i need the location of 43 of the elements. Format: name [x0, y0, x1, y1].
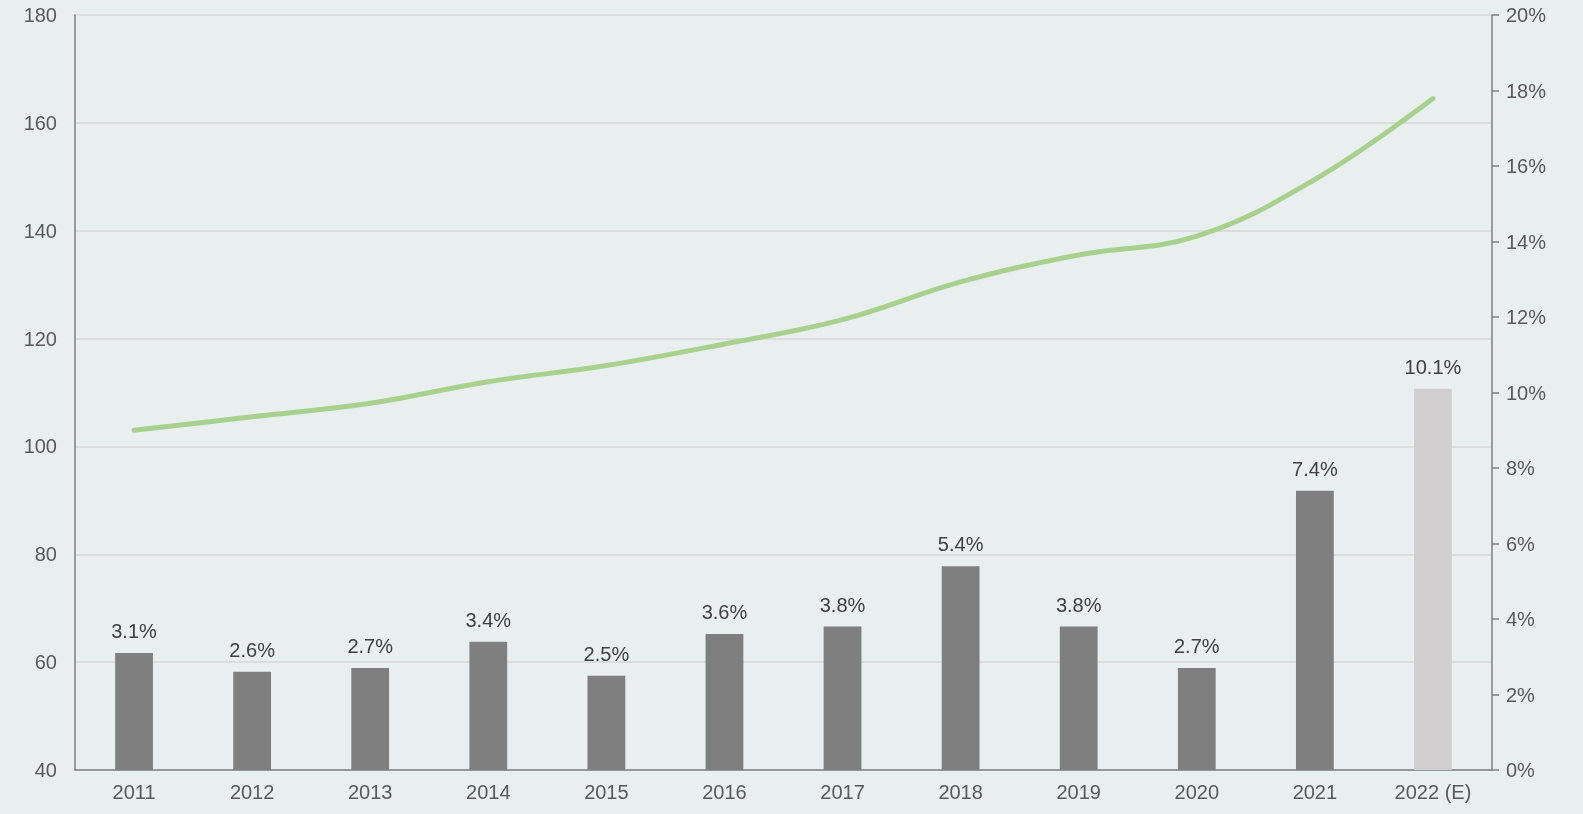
- y2-tick-label: 14%: [1506, 230, 1547, 253]
- y2-tick-label: 6%: [1506, 532, 1536, 555]
- data-label: 3.8%: [819, 593, 866, 616]
- data-label: 2.5%: [583, 642, 630, 665]
- x-tick-label: 2013: [347, 781, 393, 803]
- y-tick-label: 40: [34, 759, 57, 781]
- x-tick-label: 2021: [1292, 781, 1338, 803]
- y2-tick-label: 20%: [1506, 4, 1547, 26]
- x-tick-label: 2016: [702, 781, 747, 803]
- data-label: 3.4%: [465, 608, 512, 631]
- y2-tick-label: 16%: [1506, 155, 1547, 177]
- data-label: 5.4%: [937, 533, 984, 556]
- x-tick-label: 2022 (E): [1394, 781, 1472, 803]
- y-tick-label: 100: [23, 435, 57, 458]
- y2-tick-label: 2%: [1506, 683, 1536, 706]
- data-label: 3.6%: [701, 601, 748, 624]
- x-tick-label: 2020: [1174, 781, 1220, 803]
- data-label: 2.7%: [347, 635, 394, 658]
- y-tick-label: 120: [23, 327, 57, 350]
- data-label: 2.7%: [1173, 635, 1220, 658]
- x-tick-label: 2019: [1056, 781, 1101, 803]
- x-tick-label: 2017: [820, 781, 865, 803]
- y2-tick-label: 0%: [1506, 759, 1536, 781]
- y-tick-label: 180: [23, 4, 57, 26]
- data-label: 7.4%: [1292, 457, 1338, 480]
- data-label: 3.8%: [1055, 593, 1102, 616]
- y2-tick-label: 12%: [1506, 306, 1547, 328]
- y-tick-label: 140: [23, 219, 57, 242]
- x-tick-label: 2012: [229, 781, 275, 803]
- x-tick-label: 2015: [584, 781, 629, 803]
- data-label: 2.6%: [229, 638, 276, 661]
- y-tick-label: 60: [34, 651, 57, 674]
- y-tick-label: 160: [23, 111, 57, 134]
- x-tick-label: 2014: [466, 781, 511, 803]
- data-label: 3.1%: [111, 619, 158, 642]
- y2-tick-label: 10%: [1506, 381, 1547, 404]
- x-tick-label: 2011: [112, 781, 156, 803]
- y-tick-label: 80: [34, 543, 57, 566]
- data-label: 10.1%: [1404, 355, 1462, 378]
- y2-tick-label: 4%: [1506, 608, 1536, 630]
- x-tick-label: 2018: [938, 781, 983, 803]
- y2-tick-label: 8%: [1506, 457, 1536, 479]
- y2-tick-label: 18%: [1506, 79, 1547, 102]
